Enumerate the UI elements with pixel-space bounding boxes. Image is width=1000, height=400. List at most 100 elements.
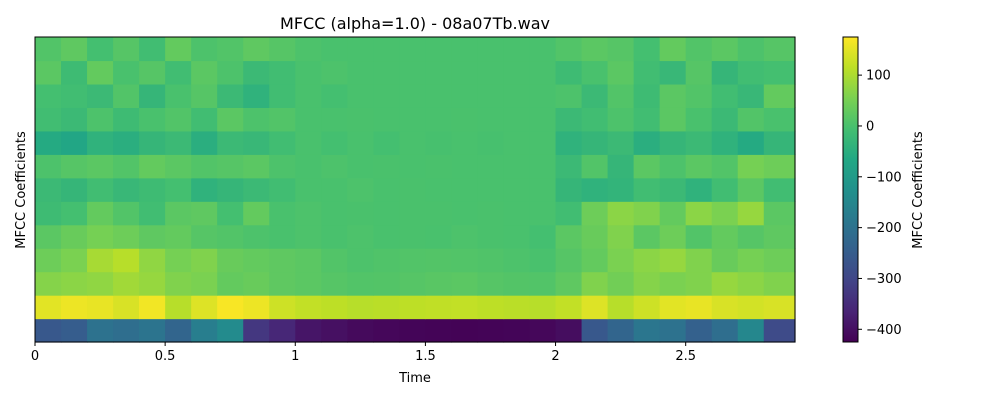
heatmap-cell — [61, 60, 88, 85]
heatmap-cell — [659, 248, 687, 273]
x-tick-label: 1 — [291, 349, 299, 364]
colorbar-tick-label: 100 — [866, 69, 891, 84]
heatmap-cell — [373, 201, 400, 226]
heatmap-cell — [87, 177, 114, 202]
heatmap-cell — [451, 107, 479, 132]
heatmap-cell — [35, 201, 62, 226]
heatmap-cell — [425, 60, 453, 85]
heatmap-cell — [633, 224, 661, 249]
heatmap-cell — [425, 295, 453, 320]
heatmap-cell — [113, 177, 140, 202]
heatmap-cell — [191, 248, 218, 273]
heatmap-cell — [347, 271, 374, 296]
heatmap-cell — [685, 37, 713, 62]
heatmap-cell — [217, 60, 244, 85]
heatmap-cell — [581, 224, 609, 249]
heatmap-cell — [87, 107, 114, 132]
heatmap-cell — [165, 107, 192, 132]
heatmap-cell — [191, 224, 218, 249]
heatmap-cell — [503, 295, 531, 320]
heatmap-cell — [113, 295, 140, 320]
heatmap-cell — [555, 295, 583, 320]
heatmap-cell — [607, 248, 635, 273]
heatmap-cell — [373, 154, 400, 179]
heatmap-cell — [685, 201, 713, 226]
heatmap-cell — [295, 271, 322, 296]
heatmap-cell — [633, 37, 661, 62]
heatmap-cell — [633, 107, 661, 132]
heatmap-cell — [61, 37, 88, 62]
heatmap-cell — [503, 154, 531, 179]
heatmap-cell — [321, 37, 348, 62]
heatmap-cell — [685, 295, 713, 320]
heatmap-cell — [373, 60, 400, 85]
heatmap-cell — [321, 271, 348, 296]
heatmap-cell — [165, 248, 192, 273]
heatmap-cell — [763, 248, 796, 273]
heatmap-cell — [763, 224, 796, 249]
heatmap-cell — [711, 201, 739, 226]
heatmap-cell — [451, 295, 479, 320]
heatmap-cell — [581, 154, 609, 179]
heatmap-cell — [373, 224, 400, 249]
colorbar-tick-label: 0 — [866, 119, 874, 134]
heatmap-cell — [87, 154, 114, 179]
heatmap-cell — [659, 37, 687, 62]
heatmap-cell — [399, 154, 427, 179]
heatmap-cell — [685, 318, 713, 343]
heatmap-cell — [425, 318, 453, 343]
heatmap-cell — [61, 177, 88, 202]
heatmap-cell — [165, 224, 192, 249]
heatmap-cell — [269, 37, 296, 62]
heatmap-cell — [737, 271, 765, 296]
heatmap-cell — [191, 271, 218, 296]
heatmap-cell — [321, 224, 348, 249]
heatmap-cell — [529, 37, 557, 62]
heatmap-cell — [607, 224, 635, 249]
x-axis-label: Time — [398, 371, 431, 386]
heatmap-cell — [503, 37, 531, 62]
heatmap-cell — [399, 130, 427, 155]
heatmap-cell — [581, 271, 609, 296]
heatmap-cell — [269, 130, 296, 155]
heatmap-cell — [269, 224, 296, 249]
heatmap-cell — [763, 154, 796, 179]
heatmap-cell — [477, 154, 505, 179]
heatmap-cell — [451, 60, 479, 85]
heatmap-cell — [321, 295, 348, 320]
heatmap-cell — [113, 318, 140, 343]
heatmap-cell — [633, 177, 661, 202]
heatmap-cell — [763, 107, 796, 132]
heatmap-cell — [399, 248, 427, 273]
heatmap-cell — [451, 154, 479, 179]
heatmap-cell — [737, 201, 765, 226]
heatmap-cell — [555, 201, 583, 226]
heatmap-cell — [321, 60, 348, 85]
heatmap-cell — [529, 295, 557, 320]
heatmap-cell — [529, 177, 557, 202]
heatmap-cell — [711, 83, 739, 108]
heatmap-cell — [321, 201, 348, 226]
heatmap-cell — [113, 107, 140, 132]
heatmap-cell — [555, 248, 583, 273]
heatmap-cell — [685, 107, 713, 132]
heatmap-cell — [607, 37, 635, 62]
heatmap-cell — [113, 248, 140, 273]
heatmap-cell — [503, 130, 531, 155]
heatmap-cell — [35, 271, 62, 296]
heatmap-cell — [217, 318, 244, 343]
heatmap-cell — [711, 271, 739, 296]
heatmap-cell — [607, 295, 635, 320]
heatmap-cell — [295, 224, 322, 249]
heatmap-cell — [685, 154, 713, 179]
x-tick-label: 1.5 — [415, 349, 436, 364]
heatmap-cell — [191, 37, 218, 62]
heatmap-cell — [685, 224, 713, 249]
heatmap-cell — [659, 60, 687, 85]
heatmap-cell — [87, 318, 114, 343]
heatmap-cell — [191, 107, 218, 132]
heatmap-cell — [659, 130, 687, 155]
heatmap-cell — [451, 130, 479, 155]
heatmap-cell — [373, 271, 400, 296]
